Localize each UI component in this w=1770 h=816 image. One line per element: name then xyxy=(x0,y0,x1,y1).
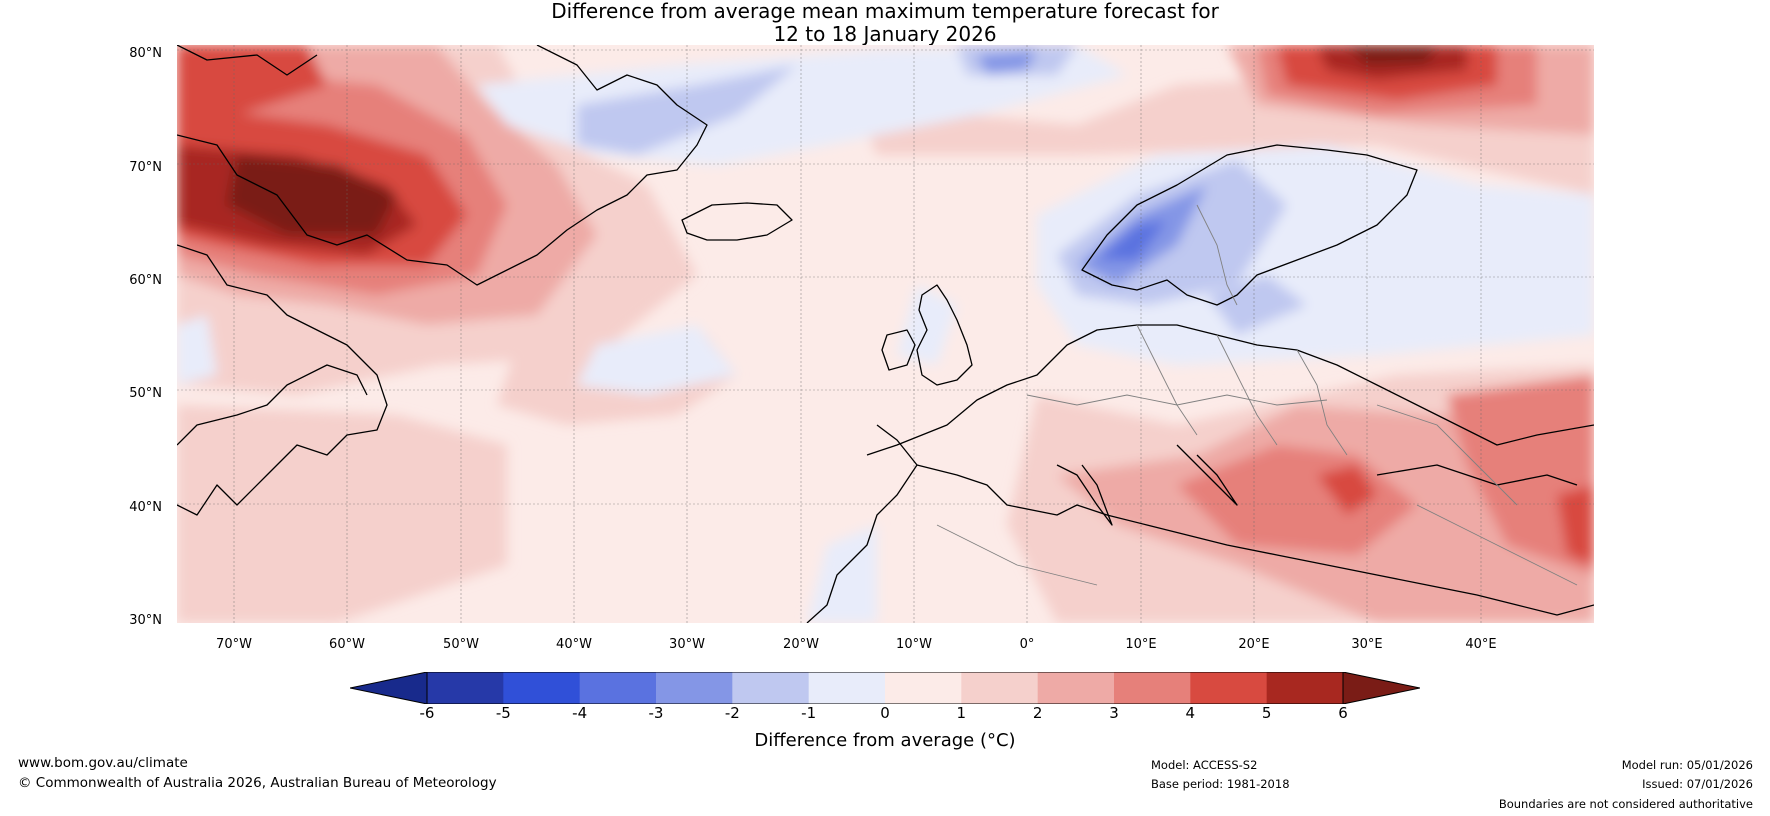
colorbar-tick-label: -5 xyxy=(495,704,511,722)
colorbar-tick-label: -4 xyxy=(572,704,588,722)
colorbar-cell xyxy=(732,672,810,704)
title-line-2: 12 to 18 January 2026 xyxy=(773,22,997,46)
colorbar-tick-label: 4 xyxy=(1185,704,1196,722)
colorbar-cell xyxy=(1114,672,1191,704)
model-text: Model: ACCESS-S2 xyxy=(1151,758,1258,772)
colorbar-cell xyxy=(1037,672,1115,704)
colorbar-tick-label: -2 xyxy=(724,704,740,722)
lat-label-60n: 60°N xyxy=(129,273,162,288)
temperature-anomaly-map xyxy=(177,45,1594,623)
map-title: Difference from average mean maximum tem… xyxy=(0,0,1770,46)
colorbar-cell xyxy=(808,672,886,704)
colorbar-tick-label: 3 xyxy=(1109,704,1119,722)
colorbar-extend-low xyxy=(350,672,428,704)
lat-label-50n: 50°N xyxy=(129,386,162,401)
colorbar-tick-label: 5 xyxy=(1261,704,1272,722)
colorbar-tick-label: 2 xyxy=(1032,704,1043,722)
colorbar-tick-label: -6 xyxy=(419,704,435,722)
colorbar xyxy=(350,672,1420,704)
issued-text: Issued: 07/01/2026 xyxy=(1642,777,1753,791)
lon-label-70w: 70°W xyxy=(216,637,252,652)
lon-label-10w: 10°W xyxy=(896,637,932,652)
colorbar-cell xyxy=(1266,672,1344,704)
lon-label-30w: 30°W xyxy=(669,637,705,652)
lat-label-30n: 30°N xyxy=(129,613,162,628)
colorbar-tick-label: 1 xyxy=(956,704,967,722)
boundaries-disclaimer: Boundaries are not considered authoritat… xyxy=(1498,797,1753,811)
colorbar-cell xyxy=(579,672,657,704)
colorbar-tick-label: 0 xyxy=(880,704,890,722)
colorbar-tick-label: 6 xyxy=(1338,704,1348,722)
lat-label-40n: 40°N xyxy=(129,500,162,515)
base-period-text: Base period: 1981-2018 xyxy=(1151,777,1290,791)
colorbar-frame xyxy=(426,672,1344,704)
title-line-1: Difference from average mean maximum tem… xyxy=(551,0,1219,23)
model-run-text: Model run: 05/01/2026 xyxy=(1621,758,1753,772)
colorbar-cell xyxy=(885,672,962,704)
lat-label-80n: 80°N xyxy=(129,46,162,61)
country-borders xyxy=(936,204,1578,586)
colorbar-extend-high xyxy=(1342,672,1420,704)
website-link[interactable]: www.bom.gov.au/climate xyxy=(18,755,188,771)
lon-label-20w: 20°W xyxy=(783,637,819,652)
colorbar-cell xyxy=(503,672,581,704)
lon-label-0: 0° xyxy=(1019,637,1035,652)
colorbar-cell xyxy=(656,672,733,704)
lon-label-20e: 20°E xyxy=(1238,637,1270,652)
lon-label-40w: 40°W xyxy=(556,637,592,652)
colorbar-cell xyxy=(1190,672,1268,704)
copyright-text: © Commonwealth of Australia 2026, Austra… xyxy=(18,775,497,791)
lon-label-30e: 30°E xyxy=(1351,637,1383,652)
lon-label-40e: 40°E xyxy=(1465,637,1497,652)
colorbar-label: Difference from average (°C) xyxy=(754,730,1016,751)
lat-label-70n: 70°N xyxy=(129,160,162,175)
anomaly-shading xyxy=(177,45,1594,623)
colorbar-cell xyxy=(961,672,1039,704)
colorbar-cell xyxy=(427,672,504,704)
lon-label-10e: 10°E xyxy=(1125,637,1157,652)
colorbar-tick-label: -3 xyxy=(648,704,664,722)
lon-label-50w: 50°W xyxy=(443,637,479,652)
gridlines xyxy=(177,45,1594,623)
lon-label-60w: 60°W xyxy=(329,637,365,652)
colorbar-tick-label: -1 xyxy=(801,704,817,722)
